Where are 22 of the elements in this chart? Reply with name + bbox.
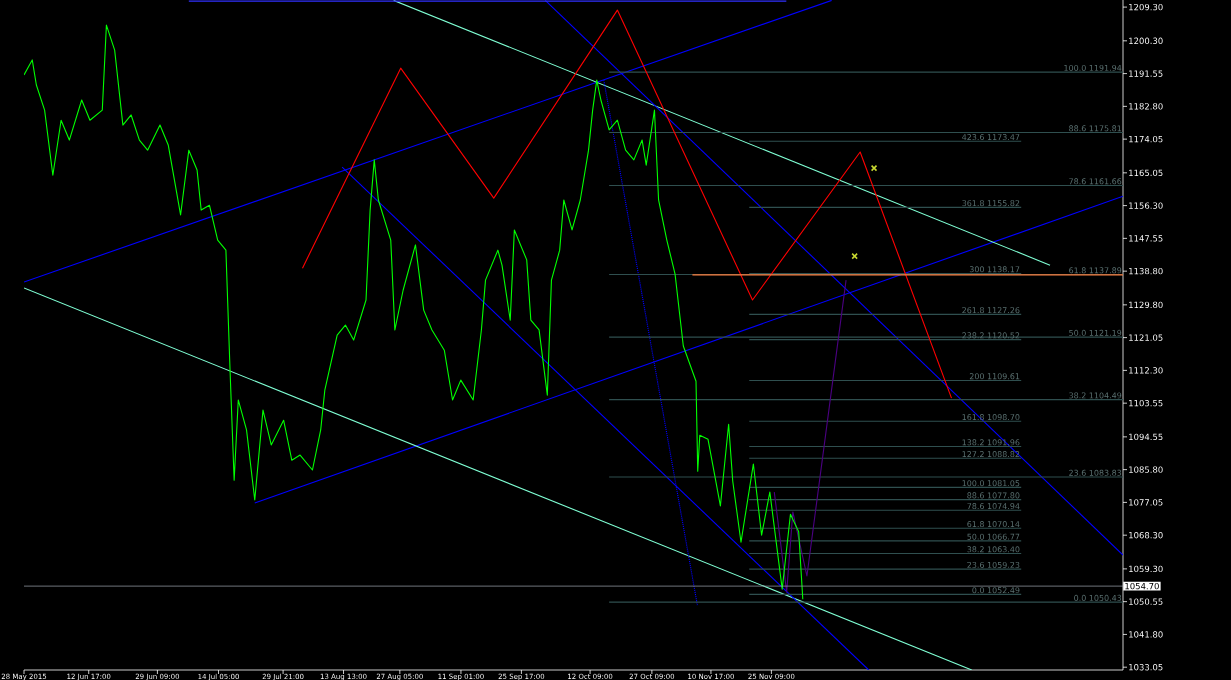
y-tick-label: 1147.55 (1129, 235, 1163, 242)
y-tick-label: 1041.80 (1129, 631, 1163, 638)
y-tick-label: 1050.55 (1129, 598, 1163, 605)
y-tick-label: 1182.80 (1129, 103, 1163, 110)
y-tick-label: 1121.05 (1129, 334, 1163, 341)
y-tick-label: 1068.30 (1129, 531, 1163, 539)
y-tick-label: 1103.55 (1129, 399, 1163, 407)
y-tick-label: 1156.30 (1129, 202, 1163, 209)
y-tick-label: 1059.30 (1129, 565, 1163, 573)
y-tick-label: 1200.30 (1129, 37, 1163, 45)
y-tick-label: 1138.80 (1129, 267, 1163, 275)
y-tick-label: 1077.05 (1129, 499, 1163, 506)
y-tick-label: 1129.80 (1129, 301, 1163, 309)
y-tick-label: 1085.80 (1129, 466, 1163, 473)
y-tick-label: 1191.55 (1129, 70, 1163, 77)
y-tick-label: 1033.05 (1129, 663, 1163, 671)
ref-line-label: 1054.70 (1125, 582, 1159, 590)
y-tick-label: 1174.05 (1129, 135, 1163, 143)
y-tick-label: 1209.30 (1129, 3, 1163, 11)
y-tick-label: 1165.05 (1129, 169, 1163, 177)
y-tick-label: 1094.55 (1129, 433, 1163, 441)
y-tick-label: 1112.30 (1129, 367, 1163, 374)
